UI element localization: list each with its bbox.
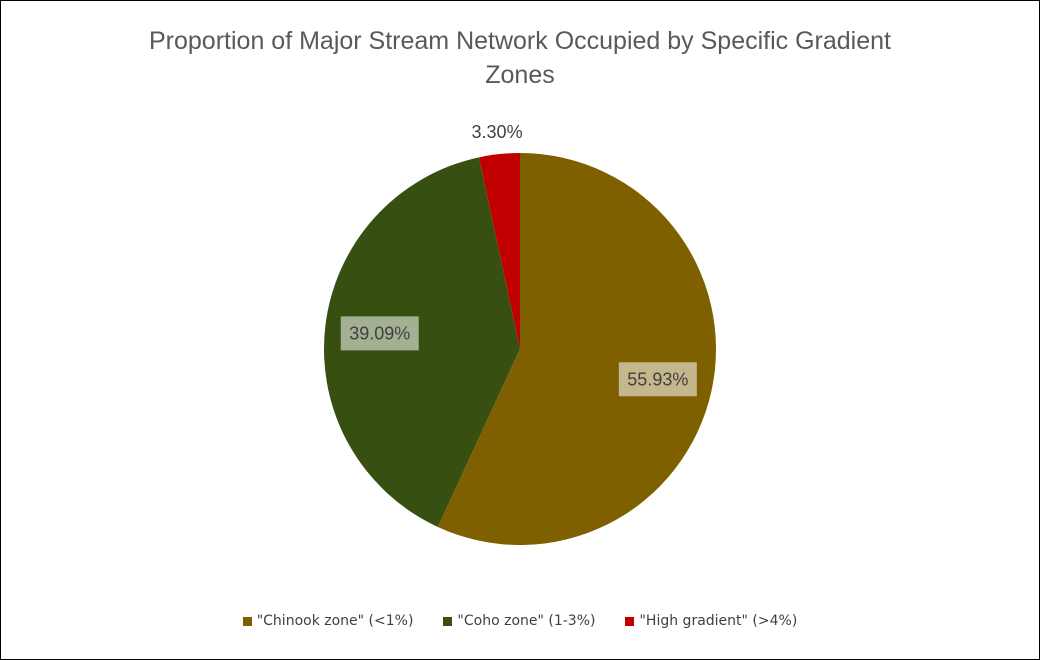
legend-item-2: "High gradient" (>4%) [625,613,797,629]
data-label-text-0: 55.93% [627,369,688,389]
legend-swatch-0 [242,616,252,626]
legend-label-1: "Coho zone" (1-3%) [457,613,596,629]
legend-swatch-2 [625,616,635,626]
data-label-2: 3.30% [472,122,523,142]
chart-title: Proportion of Major Stream Network Occup… [0,24,1040,92]
pie-slice-0 [437,153,716,545]
legend: "Chinook zone" (<1%) "Coho zone" (1-3%) "H… [0,613,1040,629]
data-label-0: 55.93% [618,362,697,397]
data-label-text-1: 39.09% [349,323,410,343]
data-label-box-1 [340,316,419,351]
pie-slice-1 [323,157,520,527]
legend-swatch-1 [443,616,453,626]
chart-title-line-2: Zones [485,61,555,89]
legend-item-1: "Coho zone" (1-3%) [443,613,595,629]
chart-title-line-1: Proportion of Major Stream Network Occup… [149,27,891,55]
data-label-box-0 [618,362,697,397]
legend-item-0: "Chinook zone" (<1%) [242,613,414,629]
data-label-1: 39.09% [340,316,419,351]
data-label-text-2: 3.30% [472,122,523,142]
legend-label-0: "Chinook zone" (<1%) [256,613,414,629]
pie-slice-2 [478,153,520,349]
legend-label-2: "High gradient" (>4%) [639,613,798,629]
